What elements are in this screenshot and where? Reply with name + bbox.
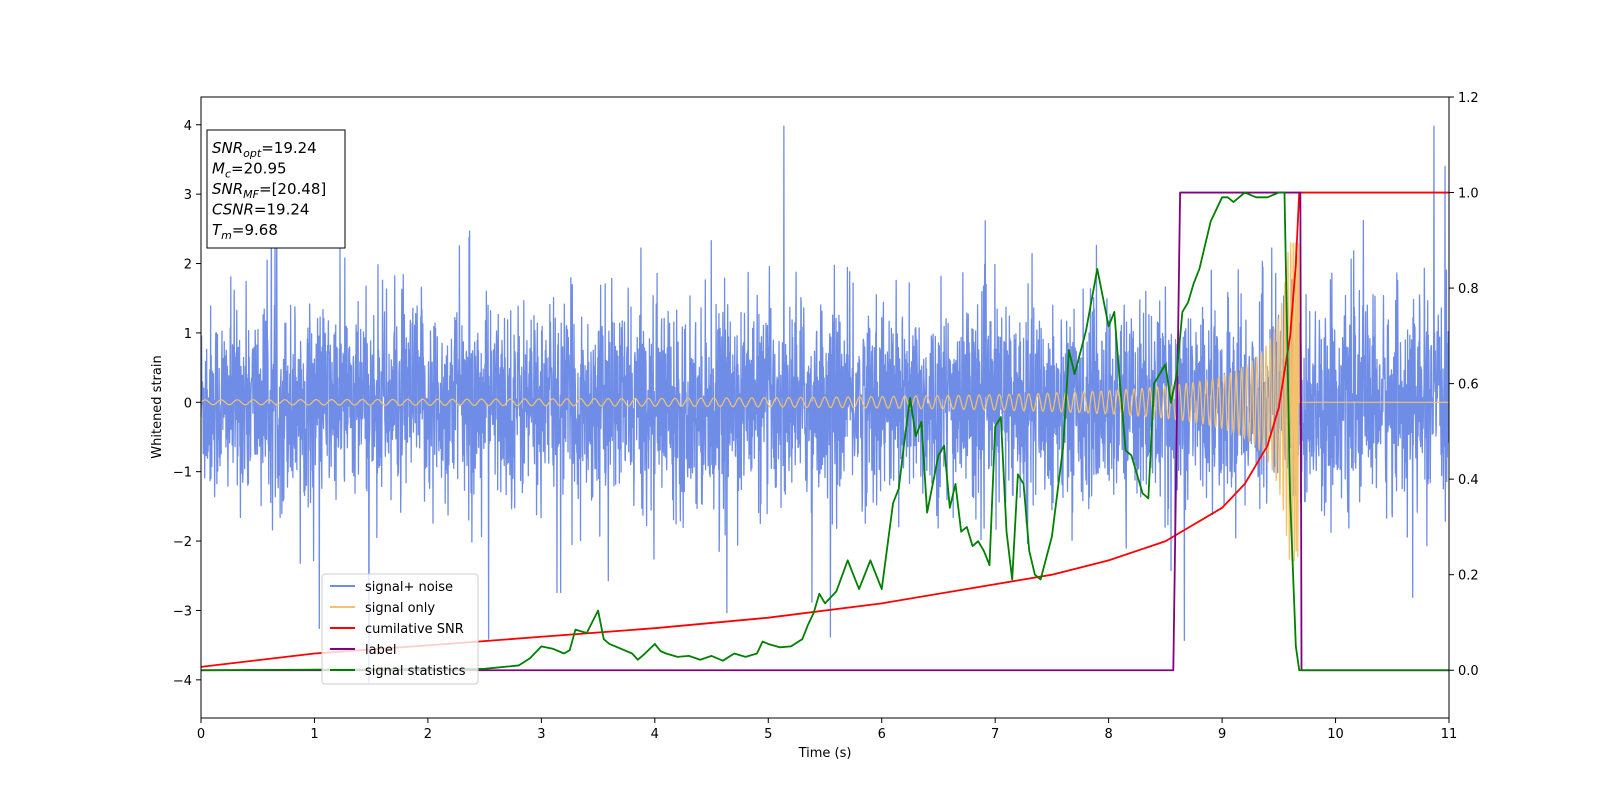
y-right-tick-label: 0.4 [1458, 473, 1479, 488]
y-left-tick-label: −2 [173, 535, 192, 550]
x-tick-label: 1 [310, 727, 318, 742]
info-subscript: opt [243, 147, 262, 160]
y-left-tick-label: 4 [184, 119, 192, 134]
info-symbol: CSNR [212, 201, 254, 219]
info-symbol: M [212, 160, 225, 178]
x-tick-label: 3 [537, 727, 545, 742]
info-subscript: c [225, 168, 231, 181]
info-box: SNRopt=19.24Mc=20.95SNRMF=[20.48]CSNR=19… [206, 129, 346, 249]
y-axis-label: Whitened strain [150, 355, 165, 458]
x-tick-label: 4 [651, 727, 659, 742]
legend: signal+ noise signal only cumilative SNR la… [321, 573, 479, 685]
info-value: =19.24 [261, 139, 317, 157]
info-symbol: T [212, 221, 223, 239]
legend-label: cumilative SNR [365, 622, 464, 637]
x-tick-label: 6 [878, 727, 886, 742]
y-left-tick-label: 0 [184, 396, 192, 411]
info-value: =20.95 [231, 160, 287, 178]
x-axis: 0 1 2 3 4 5 6 7 8 9 10 11 [197, 718, 1457, 742]
legend-label: signal+ noise [365, 580, 453, 595]
series-line-4 [201, 191, 1449, 672]
series-line-1 [201, 242, 1449, 562]
plot-frame [200, 96, 1450, 719]
y-right-tick-label: 1.0 [1458, 187, 1479, 202]
info-value: =9.68 [232, 221, 278, 239]
info-box-line: Tm=9.68 [212, 221, 278, 242]
x-tick-label: 5 [764, 727, 772, 742]
legend-label: label [365, 643, 396, 658]
y-left-tick-label: 3 [184, 188, 192, 203]
info-box-line: SNRopt=19.24 [212, 139, 317, 160]
y-left-tick-label: −3 [173, 604, 192, 619]
y-axis-right: 0.0 0.2 0.4 0.6 0.8 1.0 1.2 [1449, 91, 1479, 679]
y-left-tick-label: 1 [184, 327, 192, 342]
y-right-tick-label: 0.6 [1458, 378, 1479, 393]
x-tick-label: 2 [424, 727, 432, 742]
y-left-tick-label: 2 [184, 258, 192, 273]
y-left-tick-label: −4 [173, 674, 192, 689]
y-right-tick-label: 1.2 [1458, 91, 1479, 106]
info-value: =19.24 [254, 201, 310, 219]
series-line-0 [201, 125, 1449, 683]
y-axis-left: −4 −3 −2 −1 0 1 2 3 4 [173, 119, 201, 689]
y-right-tick-label: 0.8 [1458, 282, 1479, 297]
info-symbol: SNR [212, 139, 243, 157]
info-box-line: Mc=20.95 [212, 160, 287, 181]
info-symbol: SNR [212, 180, 243, 198]
info-box-line: CSNR=19.24 [212, 201, 309, 219]
x-axis-label: Time (s) [798, 746, 852, 761]
series-line-2 [201, 191, 1449, 668]
x-tick-label: 10 [1327, 727, 1344, 742]
info-box-frame [206, 129, 346, 249]
legend-frame [321, 573, 479, 685]
x-tick-label: 7 [991, 727, 999, 742]
y-left-tick-label: −1 [173, 466, 192, 481]
x-tick-label: 0 [197, 727, 205, 742]
x-tick-label: 11 [1441, 727, 1458, 742]
legend-label: signal statistics [365, 664, 466, 679]
legend-label: signal only [365, 601, 435, 616]
y-right-tick-label: 0.0 [1458, 664, 1479, 679]
x-tick-label: 8 [1104, 727, 1112, 742]
x-tick-label: 9 [1218, 727, 1226, 742]
series-layer [201, 125, 1449, 683]
info-subscript: MF [243, 188, 259, 201]
info-value: =[20.48] [259, 180, 326, 198]
info-subscript: m [221, 229, 232, 242]
y-right-tick-label: 0.2 [1458, 569, 1479, 584]
info-box-line: SNRMF=[20.48] [212, 180, 326, 201]
